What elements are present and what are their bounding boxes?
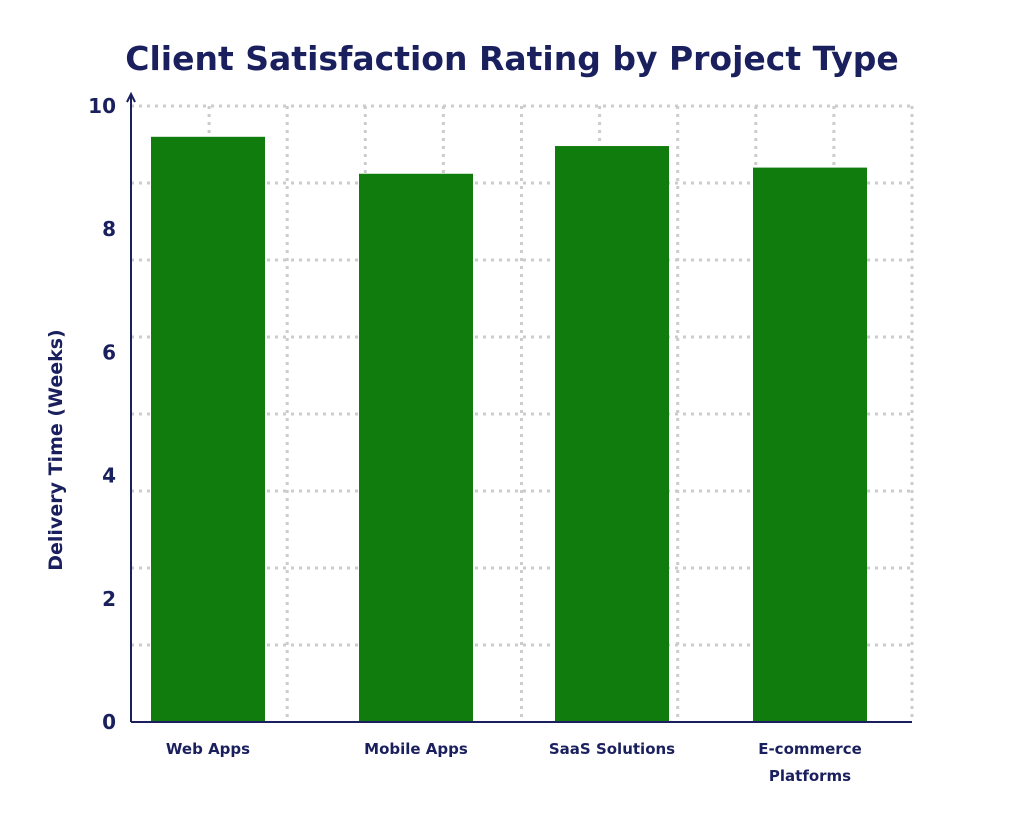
bar-web-apps	[151, 136, 265, 723]
y-tick-label: 4	[102, 464, 116, 488]
y-axis-arrow	[126, 91, 136, 103]
x-category-label: E-commerce Platforms	[758, 740, 862, 785]
y-tick-label: 8	[102, 217, 116, 241]
x-category-labels: Web Apps Mobile Apps SaaS Solutions E-comme…	[166, 740, 862, 785]
axes	[126, 91, 912, 723]
bar-saas-solutions	[555, 146, 669, 723]
bars	[151, 136, 867, 723]
y-tick-labels: 0 2 4 6 8 10	[88, 94, 116, 734]
bar-e-commerce-platforms	[753, 167, 867, 723]
x-category-label: SaaS Solutions	[549, 740, 675, 758]
x-category-label: Web Apps	[166, 740, 250, 758]
chart-title: Client Satisfaction Rating by Project Ty…	[125, 39, 898, 78]
y-tick-label: 0	[102, 710, 116, 734]
x-category-label-line: Mobile Apps	[364, 740, 468, 758]
x-category-label-line: Platforms	[769, 767, 851, 785]
x-category-label-line: Web Apps	[166, 740, 250, 758]
y-axis-label: Delivery Time (Weeks)	[45, 329, 67, 570]
y-tick-label: 10	[88, 94, 116, 118]
x-category-label: Mobile Apps	[364, 740, 468, 758]
x-category-label-line: E-commerce	[758, 740, 862, 758]
y-tick-label: 2	[102, 587, 116, 611]
y-tick-label: 6	[102, 340, 116, 364]
bar-mobile-apps	[359, 173, 473, 722]
x-category-label-line: SaaS Solutions	[549, 740, 675, 758]
